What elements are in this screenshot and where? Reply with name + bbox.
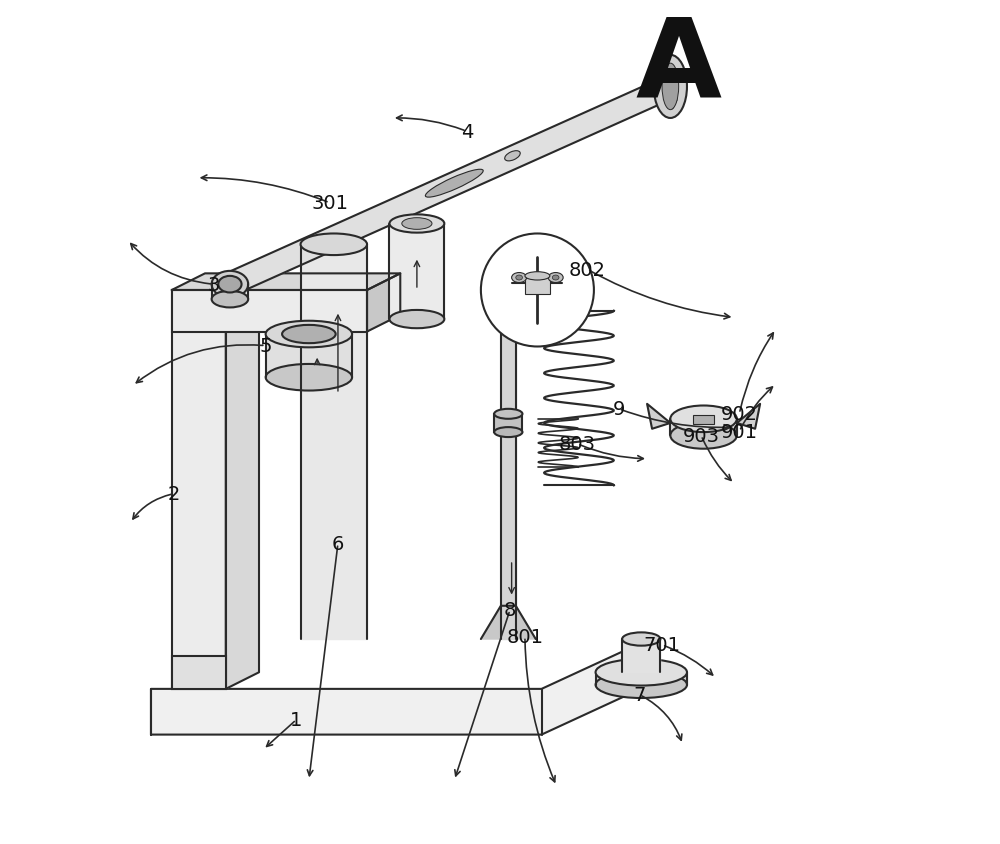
Polygon shape bbox=[596, 673, 687, 685]
Text: 7: 7 bbox=[633, 685, 646, 705]
Ellipse shape bbox=[662, 64, 679, 111]
Ellipse shape bbox=[402, 219, 432, 230]
Ellipse shape bbox=[266, 322, 352, 348]
Ellipse shape bbox=[525, 273, 550, 281]
Text: 9: 9 bbox=[613, 400, 625, 419]
Polygon shape bbox=[737, 404, 760, 430]
Polygon shape bbox=[266, 334, 352, 378]
Ellipse shape bbox=[218, 277, 242, 293]
Text: 8: 8 bbox=[504, 601, 516, 619]
Polygon shape bbox=[501, 262, 516, 639]
Text: 2: 2 bbox=[168, 484, 180, 504]
Ellipse shape bbox=[425, 170, 483, 198]
Ellipse shape bbox=[494, 428, 522, 437]
Ellipse shape bbox=[494, 409, 522, 419]
Text: 301: 301 bbox=[311, 194, 348, 213]
Ellipse shape bbox=[505, 152, 520, 162]
Ellipse shape bbox=[212, 272, 248, 298]
Ellipse shape bbox=[670, 406, 737, 433]
Polygon shape bbox=[622, 639, 660, 673]
Ellipse shape bbox=[552, 276, 559, 281]
Bar bbox=[525, 277, 550, 295]
Bar bbox=[172, 656, 226, 689]
Polygon shape bbox=[225, 81, 667, 295]
Polygon shape bbox=[367, 274, 400, 333]
Text: 4: 4 bbox=[461, 122, 473, 142]
Polygon shape bbox=[172, 274, 400, 290]
Ellipse shape bbox=[301, 234, 367, 256]
Ellipse shape bbox=[654, 56, 687, 119]
Ellipse shape bbox=[512, 273, 527, 284]
Polygon shape bbox=[481, 606, 536, 639]
Ellipse shape bbox=[622, 633, 660, 646]
Ellipse shape bbox=[266, 365, 352, 391]
Circle shape bbox=[481, 234, 594, 347]
Bar bbox=[693, 416, 714, 425]
Text: 903: 903 bbox=[683, 426, 720, 446]
Text: 802: 802 bbox=[569, 261, 606, 279]
Ellipse shape bbox=[670, 423, 737, 449]
Ellipse shape bbox=[596, 672, 687, 698]
Ellipse shape bbox=[282, 326, 336, 344]
Bar bbox=[172, 290, 367, 333]
Text: 6: 6 bbox=[332, 534, 344, 554]
Ellipse shape bbox=[516, 276, 522, 281]
Polygon shape bbox=[389, 225, 444, 320]
Bar bbox=[172, 290, 226, 689]
Polygon shape bbox=[647, 404, 670, 430]
Text: 1: 1 bbox=[290, 711, 303, 729]
Text: 803: 803 bbox=[559, 435, 596, 454]
Ellipse shape bbox=[389, 311, 444, 329]
Ellipse shape bbox=[596, 659, 687, 685]
Polygon shape bbox=[226, 274, 259, 689]
Bar bbox=[494, 414, 522, 433]
Text: 3: 3 bbox=[207, 275, 219, 295]
Polygon shape bbox=[301, 245, 367, 639]
Ellipse shape bbox=[212, 291, 248, 308]
Text: 5: 5 bbox=[259, 337, 272, 355]
Text: 801: 801 bbox=[506, 627, 543, 647]
Ellipse shape bbox=[389, 215, 444, 234]
Text: 902: 902 bbox=[721, 405, 758, 424]
Text: 901: 901 bbox=[721, 422, 758, 441]
Text: 701: 701 bbox=[644, 636, 681, 655]
Polygon shape bbox=[670, 419, 737, 436]
Ellipse shape bbox=[548, 273, 563, 284]
Text: A: A bbox=[636, 14, 722, 120]
Polygon shape bbox=[151, 639, 650, 735]
